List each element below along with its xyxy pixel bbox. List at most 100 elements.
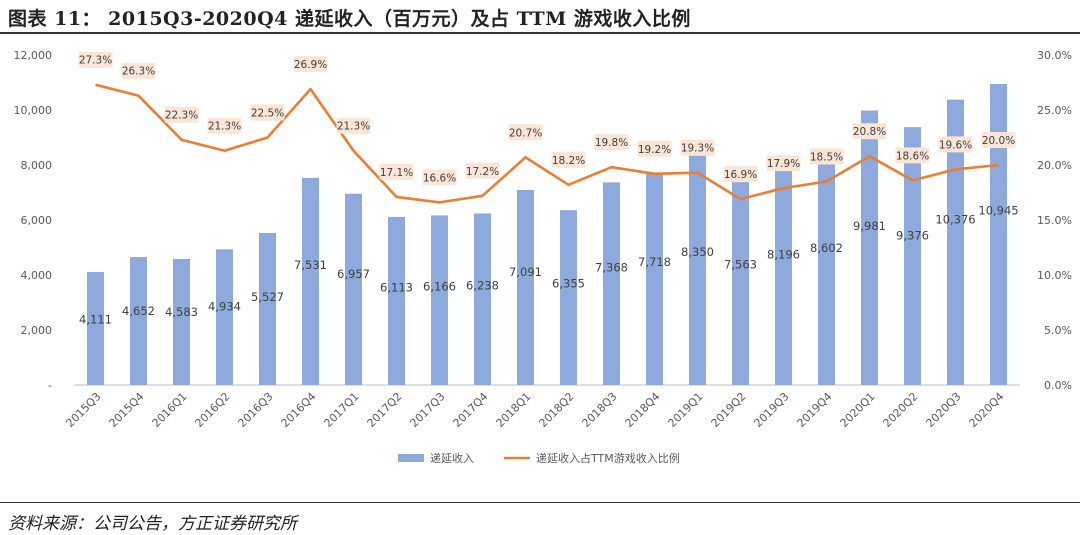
x-axis-tick-label: 2015Q4 bbox=[107, 390, 147, 430]
title-rule bbox=[0, 32, 1080, 34]
bar bbox=[474, 213, 491, 385]
line-value-label: 26.3% bbox=[122, 66, 155, 78]
bar-value-label: 7,563 bbox=[724, 257, 757, 271]
bar-value-label: 4,934 bbox=[208, 299, 241, 313]
bar bbox=[689, 155, 706, 385]
line-label-background bbox=[809, 148, 844, 165]
line-label-background bbox=[938, 136, 973, 153]
right-axis-tick-label: 10.0% bbox=[1037, 269, 1072, 282]
line-label-background bbox=[78, 51, 113, 68]
right-axis-tick-label: 30.0% bbox=[1037, 49, 1072, 62]
bar-value-label: 6,166 bbox=[423, 280, 456, 294]
legend-line-label: 递延收入占TTM游戏收入比例 bbox=[536, 451, 680, 465]
line-value-label: 19.6% bbox=[939, 139, 972, 151]
left-axis-tick-label: 4,000 bbox=[21, 269, 53, 282]
x-axis-tick-label: 2017Q1 bbox=[322, 390, 362, 430]
line-value-label: 18.6% bbox=[896, 150, 929, 162]
bar-value-label: 6,113 bbox=[380, 280, 413, 294]
line-label-background bbox=[121, 62, 156, 79]
x-axis-tick-label: 2020Q2 bbox=[881, 390, 921, 430]
x-axis-tick-label: 2020Q1 bbox=[838, 390, 878, 430]
right-axis-tick-label: 25.0% bbox=[1037, 104, 1072, 117]
right-axis-tick-label: 20.0% bbox=[1037, 159, 1072, 172]
line-value-label: 27.3% bbox=[79, 55, 112, 67]
legend-bar-label: 递延收入 bbox=[430, 451, 474, 465]
line-value-label: 17.1% bbox=[380, 167, 413, 179]
line-value-label: 17.9% bbox=[767, 158, 800, 170]
bar bbox=[216, 249, 233, 385]
x-axis-tick-label: 2018Q1 bbox=[494, 390, 534, 430]
line-label-background bbox=[336, 117, 371, 134]
line-label-background bbox=[250, 104, 285, 121]
line-label-background bbox=[766, 155, 801, 172]
line-label-background bbox=[852, 123, 887, 140]
left-axis-tick-label: 10,000 bbox=[14, 104, 53, 117]
left-axis-tick-label: 8,000 bbox=[21, 159, 53, 172]
bar-value-label: 6,355 bbox=[552, 277, 585, 291]
line-label-background bbox=[637, 140, 672, 157]
line-value-label: 16.6% bbox=[423, 172, 456, 184]
bar-value-label: 4,583 bbox=[165, 305, 198, 319]
bar bbox=[130, 257, 147, 385]
bar bbox=[861, 110, 878, 386]
line-label-background bbox=[981, 132, 1016, 148]
bar-value-label: 7,368 bbox=[595, 260, 628, 274]
bar bbox=[646, 172, 663, 385]
line-label-background bbox=[551, 151, 586, 168]
x-axis-tick-label: 2018Q3 bbox=[580, 390, 620, 430]
bar-value-label: 8,196 bbox=[767, 247, 800, 261]
line-label-background bbox=[164, 106, 199, 123]
bar-value-label: 9,981 bbox=[853, 219, 886, 233]
bar bbox=[560, 210, 577, 385]
x-axis-tick-label: 2019Q4 bbox=[795, 390, 835, 430]
x-axis-tick-label: 2019Q1 bbox=[666, 390, 706, 430]
line-value-label: 21.3% bbox=[337, 121, 370, 133]
line-label-background bbox=[508, 124, 543, 141]
x-axis-tick-label: 2017Q3 bbox=[408, 390, 448, 430]
line-label-background bbox=[680, 139, 715, 156]
bar bbox=[431, 215, 448, 385]
x-axis-tick-label: 2019Q3 bbox=[752, 390, 792, 430]
line-value-label: 19.8% bbox=[595, 137, 628, 149]
bar-value-label: 7,531 bbox=[294, 258, 327, 272]
source-rule bbox=[0, 502, 1080, 503]
x-axis-tick-label: 2020Q3 bbox=[924, 390, 964, 430]
x-axis-tick-label: 2017Q2 bbox=[365, 390, 405, 430]
x-axis-tick-label: 2015Q3 bbox=[64, 390, 104, 430]
left-axis-tick-label: 6,000 bbox=[21, 214, 53, 227]
bar-value-label: 7,718 bbox=[638, 255, 671, 269]
line-label-background bbox=[465, 162, 500, 179]
bar bbox=[818, 148, 835, 385]
x-axis-tick-label: 2016Q4 bbox=[279, 390, 319, 430]
x-axis-tick-label: 2018Q4 bbox=[623, 390, 663, 430]
bar-value-label: 10,376 bbox=[935, 213, 975, 227]
left-axis-tick-label: 12,000 bbox=[14, 49, 53, 62]
line-value-label: 18.2% bbox=[552, 155, 585, 167]
line-label-background bbox=[594, 134, 629, 151]
bar-value-label: 4,652 bbox=[122, 304, 155, 318]
x-axis-tick-label: 2016Q3 bbox=[236, 390, 276, 430]
bar-value-label: 7,091 bbox=[509, 265, 542, 279]
line-label-background bbox=[723, 166, 758, 183]
right-axis-tick-label: 5.0% bbox=[1044, 324, 1072, 337]
line-value-label: 20.0% bbox=[982, 135, 1015, 147]
x-axis-tick-label: 2020Q4 bbox=[967, 390, 1007, 430]
right-axis-tick-label: 15.0% bbox=[1037, 214, 1072, 227]
bar bbox=[517, 189, 534, 385]
line-label-background bbox=[422, 169, 457, 186]
bar bbox=[904, 127, 921, 385]
source-note: 资料来源：公司公告，方正证券研究所 bbox=[8, 514, 297, 534]
line-value-label: 19.3% bbox=[681, 143, 714, 155]
line-value-label: 19.2% bbox=[638, 144, 671, 156]
right-axis-tick-label: 0.0% bbox=[1044, 379, 1072, 392]
bar bbox=[345, 193, 362, 385]
x-axis-tick-label: 2016Q1 bbox=[150, 390, 190, 430]
chart-title: 图表 11： 2015Q3-2020Q4 递延收入（百万元）及占 TTM 游戏收… bbox=[8, 8, 691, 30]
line-value-label: 17.2% bbox=[466, 166, 499, 178]
x-axis-tick-label: 2017Q4 bbox=[451, 390, 491, 430]
bar-value-label: 6,957 bbox=[337, 267, 370, 281]
bar bbox=[302, 177, 319, 385]
bar bbox=[173, 258, 190, 385]
bar-value-label: 5,527 bbox=[251, 290, 284, 304]
